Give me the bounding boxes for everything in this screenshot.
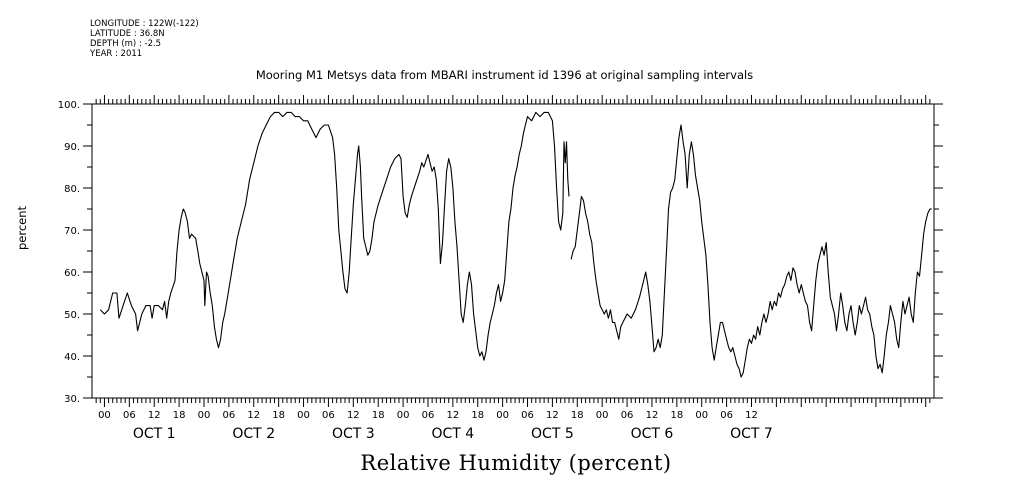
- x-hour-tick-label: 00: [198, 410, 211, 421]
- x-hour-tick-label: 06: [123, 410, 136, 421]
- x-hour-tick-label: 06: [422, 410, 435, 421]
- x-hour-tick-label: 18: [571, 410, 584, 421]
- x-hour-tick-label: 18: [372, 410, 385, 421]
- x-day-label: OCT 4: [431, 426, 474, 442]
- x-hour-tick-label: 00: [98, 410, 111, 421]
- x-hour-tick-label: 18: [670, 410, 683, 421]
- x-day-label: OCT 7: [730, 426, 773, 442]
- x-hour-tick-label: 00: [397, 410, 410, 421]
- x-day-label: OCT 6: [631, 426, 674, 442]
- x-day-label: OCT 2: [232, 426, 275, 442]
- x-hour-tick-label: 06: [521, 410, 534, 421]
- x-hour-tick-label: 00: [496, 410, 509, 421]
- x-hour-tick-label: 00: [596, 410, 609, 421]
- y-tick-label: 50.: [64, 310, 80, 321]
- plot-frame: [91, 103, 935, 399]
- x-day-label: OCT 3: [332, 426, 375, 442]
- depth-text: DEPTH (m) : -2.5: [90, 39, 162, 49]
- x-hour-tick-label: 06: [720, 410, 733, 421]
- year-text: YEAR : 2011: [90, 49, 143, 59]
- x-hour-tick-label: 12: [347, 410, 360, 421]
- x-day-label: OCT 5: [531, 426, 574, 442]
- y-tick-label: 80.: [64, 184, 80, 195]
- y-tick-label: 70.: [64, 226, 80, 237]
- chart-title: Mooring M1 Metsys data from MBARI instru…: [255, 68, 754, 82]
- y-tick-label: 90.: [64, 142, 80, 153]
- x-hour-tick-label: 06: [223, 410, 236, 421]
- humidity-series-line: [99, 111, 570, 361]
- longitude-text: LONGITUDE : 122W(-122): [90, 19, 199, 29]
- x-hour-tick-label: 00: [297, 410, 310, 421]
- x-hour-tick-label: 12: [446, 410, 459, 421]
- x-hour-tick-label: 18: [471, 410, 484, 421]
- x-hour-tick-label: 06: [621, 410, 634, 421]
- x-day-label: OCT 1: [133, 426, 176, 442]
- x-hour-tick-label: 00: [695, 410, 708, 421]
- y-tick-label: 60.: [64, 268, 80, 279]
- x-axis-label: Relative Humidity (percent): [360, 451, 672, 475]
- mooring-metadata: LONGITUDE : 122W(-122) LATITUDE : 36.8N DE…: [90, 19, 199, 59]
- latitude-text: LATITUDE : 36.8N: [90, 29, 165, 39]
- x-hour-tick-label: 12: [745, 410, 758, 421]
- x-hour-tick-label: 12: [247, 410, 260, 421]
- y-tick-label: 40.: [64, 352, 80, 363]
- x-hour-tick-label: 12: [546, 410, 559, 421]
- x-hour-tick-label: 18: [173, 410, 186, 421]
- x-hour-tick-label: 18: [272, 410, 285, 421]
- y-tick-label: 100.: [58, 100, 80, 111]
- x-hour-tick-label: 12: [646, 410, 659, 421]
- x-hour-tick-label: 06: [322, 410, 335, 421]
- y-tick-label: 30.: [64, 394, 80, 405]
- x-hour-tick-label: 12: [148, 410, 161, 421]
- humidity-series-line: [570, 124, 932, 378]
